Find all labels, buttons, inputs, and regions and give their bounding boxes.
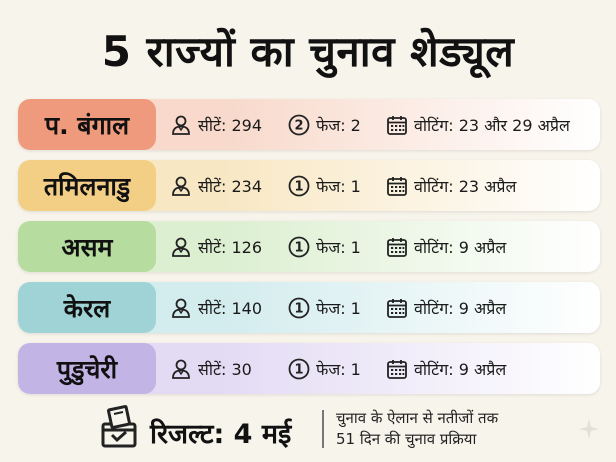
circled-number-icon: 2: [288, 114, 310, 135]
page-title: 5 राज्यों का चुनाव शेड्यूल: [101, 27, 515, 76]
calendar-icon: [387, 359, 407, 379]
phase-number: 1: [294, 179, 303, 194]
phase-value: फेज: 2: [316, 115, 361, 135]
voting-value: वोटिंग: 9 अप्रैल: [414, 298, 507, 318]
state-row: पुडुचेरी सीटें: 30 1 फेज: 1: [18, 343, 600, 394]
seats-value: सीटें: 234: [198, 176, 263, 196]
person-icon: [172, 237, 190, 257]
ballot-box-icon: [100, 404, 138, 452]
voting-cell: वोटिंग: 9 अप्रैल: [386, 236, 600, 258]
circled-number-icon: 1: [288, 175, 310, 196]
phase-cell: 1 फेज: 1: [288, 297, 386, 319]
phase-number: 1: [294, 362, 303, 377]
circled-number-icon: 1: [288, 358, 310, 379]
seats-cell: सीटें: 30: [170, 358, 288, 380]
person-icon: [172, 115, 190, 135]
state-row: तमिलनाडु सीटें: 234 1 फेज: 1: [18, 160, 600, 211]
result-date: रिजल्ट: 4 मई: [150, 419, 292, 450]
state-row: असम सीटें: 126 1 फेज: 1: [18, 221, 600, 272]
state-row: केरल सीटें: 140 1 फेज: 1: [18, 282, 600, 333]
phase-value: फेज: 1: [316, 176, 361, 196]
phase-number: 1: [294, 301, 303, 316]
voting-cell: वोटिंग: 9 अप्रैल: [386, 297, 600, 319]
seats-cell: सीटें: 140: [170, 297, 288, 319]
process-note: चुनाव के ऐलान से नतीजों तक 51 दिन की चुन…: [336, 408, 498, 450]
phase-cell: 1 फेज: 1: [288, 236, 386, 258]
person-icon: [172, 176, 190, 196]
voting-value: वोटिंग: 9 अप्रैल: [414, 237, 507, 257]
phase-cell: 1 फेज: 1: [288, 175, 386, 197]
phase-value: फेज: 1: [316, 298, 361, 318]
state-name: केरल: [18, 282, 156, 333]
voting-value: वोटिंग: 9 अप्रैल: [414, 359, 507, 379]
state-name: तमिलनाडु: [18, 160, 156, 211]
seats-value: सीटें: 30: [198, 359, 252, 379]
voting-cell: वोटिंग: 23 अप्रैल: [386, 175, 600, 197]
footer-divider: [322, 410, 324, 448]
phase-number: 1: [294, 240, 303, 255]
sparkle-watermark-icon: [578, 418, 600, 444]
phase-number: 2: [294, 118, 303, 133]
process-note-line2: 51 दिन की चुनाव प्रक्रिया: [336, 430, 477, 448]
state-name: पुडुचेरी: [18, 343, 156, 394]
seats-cell: सीटें: 234: [170, 175, 288, 197]
person-icon: [172, 359, 190, 379]
person-icon: [172, 298, 190, 318]
calendar-icon: [387, 176, 407, 196]
seats-value: सीटें: 140: [198, 298, 263, 318]
seats-cell: सीटें: 126: [170, 236, 288, 258]
calendar-icon: [387, 298, 407, 318]
phase-cell: 1 फेज: 1: [288, 358, 386, 380]
phase-value: फेज: 1: [316, 359, 361, 379]
state-name: प. बंगाल: [18, 99, 156, 150]
state-row: प. बंगाल सीटें: 294 2 फेज: 2: [18, 99, 600, 150]
voting-value: वोटिंग: 23 और 29 अप्रैल: [414, 115, 570, 135]
voting-cell: वोटिंग: 9 अप्रैल: [386, 358, 600, 380]
seats-cell: सीटें: 294: [170, 114, 288, 136]
state-name: असम: [18, 221, 156, 272]
circled-number-icon: 1: [288, 297, 310, 318]
voting-cell: वोटिंग: 23 और 29 अप्रैल: [386, 114, 600, 136]
calendar-icon: [387, 115, 407, 135]
phase-cell: 2 फेज: 2: [288, 114, 386, 136]
result-footer: रिजल्ट: 4 मई चुनाव के ऐलान से नतीजों तक …: [0, 400, 616, 456]
seats-value: सीटें: 294: [198, 115, 263, 135]
circled-number-icon: 1: [288, 236, 310, 257]
seats-value: सीटें: 126: [198, 237, 263, 257]
phase-value: फेज: 1: [316, 237, 361, 257]
schedule-list: प. बंगाल सीटें: 294 2 फेज: 2: [18, 99, 600, 404]
process-note-line1: चुनाव के ऐलान से नतीजों तक: [336, 409, 499, 427]
voting-value: वोटिंग: 23 अप्रैल: [414, 176, 517, 196]
calendar-icon: [387, 237, 407, 257]
